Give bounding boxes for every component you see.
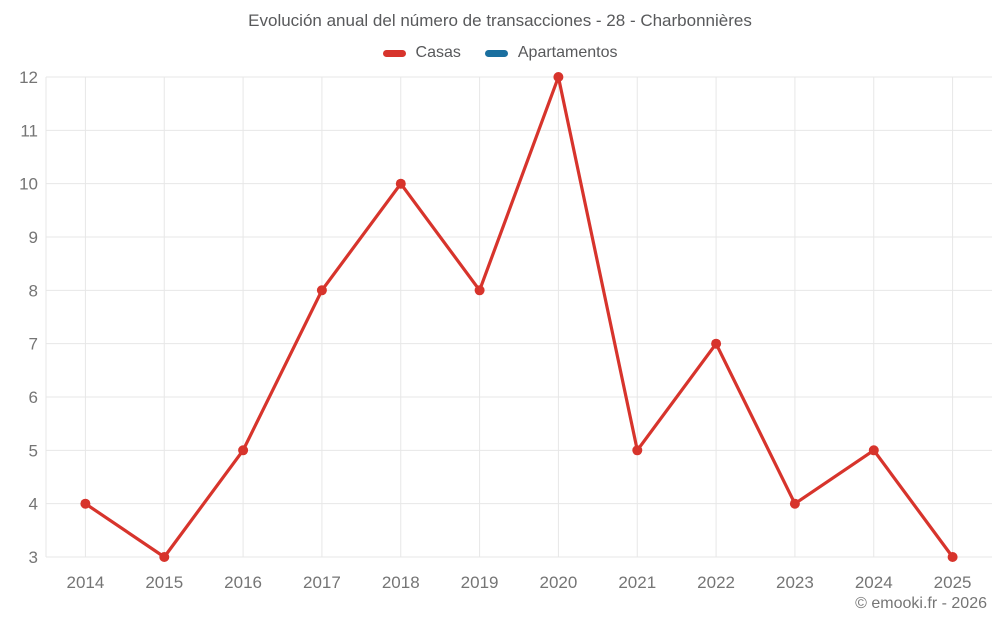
chart-title: Evolución anual del número de transaccio… xyxy=(248,11,752,30)
y-tick-label: 3 xyxy=(29,548,38,567)
legend-swatch-casas xyxy=(382,49,406,57)
series-line-casas xyxy=(83,75,955,559)
legend: Casas Apartamentos xyxy=(0,44,1000,62)
data-point-2018-casas[interactable] xyxy=(395,178,406,189)
x-tick-label: 2015 xyxy=(145,573,183,592)
y-tick-label: 8 xyxy=(29,281,38,300)
x-tick-label: 2017 xyxy=(303,573,341,592)
data-point-2014-casas[interactable] xyxy=(80,498,91,509)
y-tick-label: 7 xyxy=(29,335,38,354)
y-tick-label: 11 xyxy=(20,121,38,140)
copyright-attribution: © emooki.fr - 2026 xyxy=(855,595,987,612)
data-point-2021-casas[interactable] xyxy=(632,445,643,456)
legend-label: Casas xyxy=(415,44,461,61)
y-tick-label: 5 xyxy=(29,441,38,460)
data-point-2020-casas[interactable] xyxy=(553,72,564,82)
x-tick-label: 2021 xyxy=(618,573,656,592)
data-point-2019-casas[interactable] xyxy=(474,285,485,296)
legend-label: Apartamentos xyxy=(517,44,618,61)
data-point-2025-casas[interactable] xyxy=(947,552,958,562)
data-point-2022-casas[interactable] xyxy=(711,338,722,349)
data-point-2023-casas[interactable] xyxy=(789,498,800,509)
data-point-2015-casas[interactable] xyxy=(159,552,170,562)
data-point-2017-casas[interactable] xyxy=(316,285,327,296)
x-tick-label: 2024 xyxy=(855,573,893,592)
x-tick-label: 2022 xyxy=(697,573,735,592)
x-tick-label: 2019 xyxy=(461,573,499,592)
x-tick-label: 2018 xyxy=(382,573,420,592)
legend-swatch-apartamentos xyxy=(484,49,508,57)
data-point-2024-casas[interactable] xyxy=(868,445,879,456)
y-tick-label: 12 xyxy=(19,68,38,87)
x-tick-label: 2020 xyxy=(540,573,578,592)
y-tick-label: 6 xyxy=(29,388,38,407)
data-point-2016-casas[interactable] xyxy=(238,445,249,456)
x-tick-label: 2025 xyxy=(934,573,972,592)
x-tick-label: 2023 xyxy=(776,573,814,592)
y-tick-label: 4 xyxy=(29,495,38,514)
legend-item-apartamentos[interactable]: Apartamentos xyxy=(484,44,618,62)
legend-item-casas[interactable]: Casas xyxy=(382,44,461,62)
y-tick-label: 10 xyxy=(19,175,38,194)
x-tick-label: 2016 xyxy=(224,573,262,592)
y-tick-label: 9 xyxy=(29,228,38,247)
x-tick-label: 2014 xyxy=(67,573,105,592)
